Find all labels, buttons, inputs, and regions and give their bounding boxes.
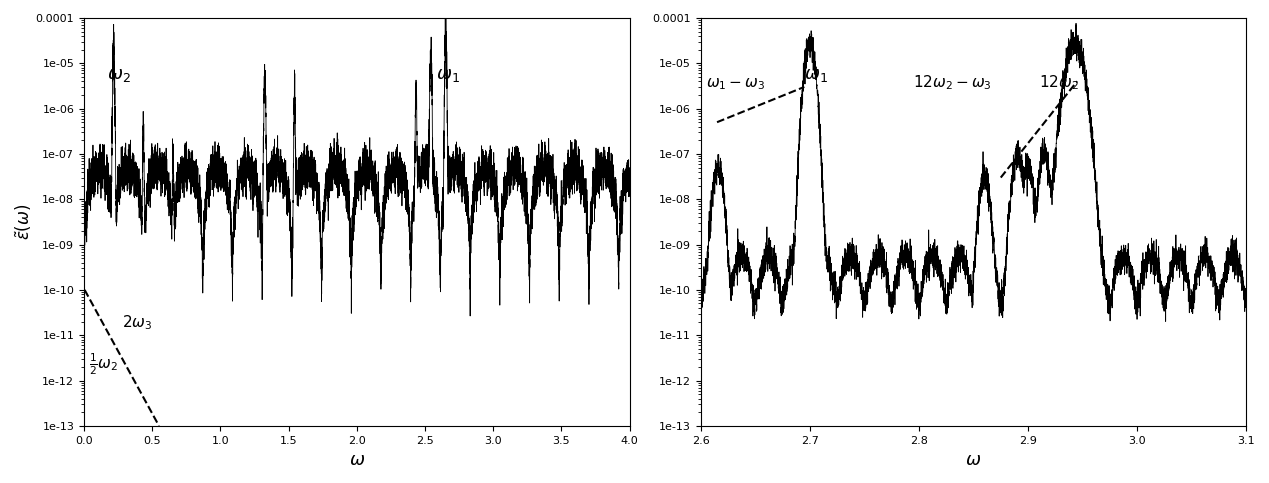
X-axis label: $\omega$: $\omega$ bbox=[966, 451, 982, 469]
Text: $12\omega_2$: $12\omega_2$ bbox=[1039, 73, 1079, 92]
Text: $\frac{1}{2}\omega_2$: $\frac{1}{2}\omega_2$ bbox=[89, 352, 118, 377]
Text: $12\omega_2-\omega_3$: $12\omega_2-\omega_3$ bbox=[914, 73, 992, 92]
Text: $\omega_2$: $\omega_2$ bbox=[107, 66, 131, 84]
Text: $\omega_1$: $\omega_1$ bbox=[805, 66, 829, 84]
Text: $2\omega_3$: $2\omega_3$ bbox=[122, 313, 152, 332]
Text: $\omega_1$: $\omega_1$ bbox=[435, 66, 459, 84]
X-axis label: $\omega$: $\omega$ bbox=[349, 451, 365, 469]
Text: $\omega_1-\omega_3$: $\omega_1-\omega_3$ bbox=[706, 76, 765, 92]
Y-axis label: $\tilde{\varepsilon}(\omega)$: $\tilde{\varepsilon}(\omega)$ bbox=[14, 204, 34, 240]
